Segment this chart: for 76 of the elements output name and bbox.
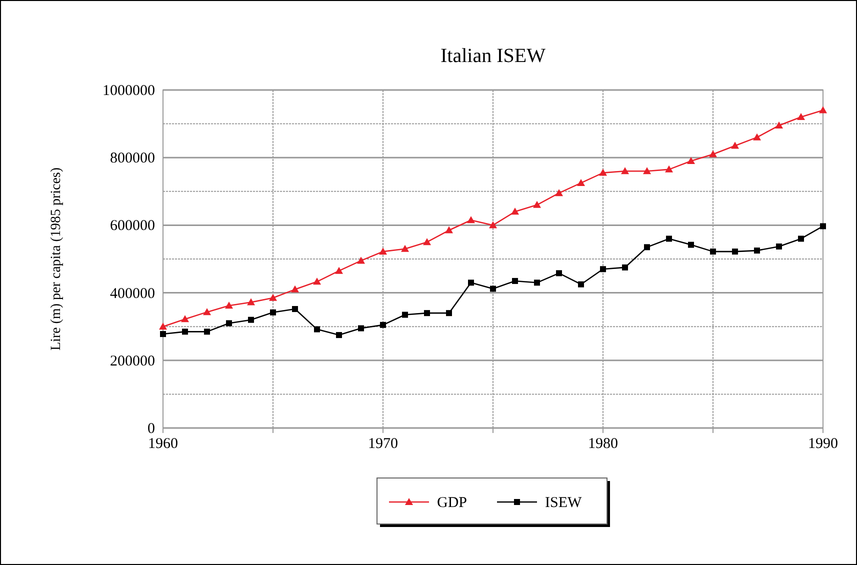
point: [336, 332, 342, 338]
point: [754, 248, 760, 254]
point: [313, 278, 321, 285]
point: [577, 178, 585, 186]
point: [291, 285, 299, 292]
point: [467, 216, 475, 224]
point: [688, 242, 694, 248]
point: [160, 331, 166, 338]
point: [423, 238, 431, 246]
point: [709, 150, 717, 158]
point: [401, 244, 409, 252]
point: [468, 280, 474, 286]
point: [247, 298, 255, 306]
point: [644, 244, 650, 250]
point: [775, 121, 783, 128]
point: [665, 165, 673, 172]
x-tick-label: 1990: [808, 436, 838, 452]
point: [490, 286, 496, 292]
point: [292, 306, 298, 312]
point: [512, 278, 518, 284]
x-tick-label: 1970: [368, 436, 398, 452]
point: [687, 156, 695, 164]
point: [489, 221, 497, 228]
point: [181, 315, 189, 322]
point: [358, 325, 364, 332]
legend-label: GDP: [437, 495, 468, 511]
x-tick-label: 1980: [588, 436, 618, 452]
y-tick-label: 600000: [110, 218, 155, 234]
x-tick-label: 1960: [148, 436, 178, 452]
point: [182, 328, 188, 335]
legend-label: ISEW: [545, 495, 582, 511]
y-tick-label: 200000: [110, 353, 155, 370]
y-tick-label: 800000: [110, 150, 155, 167]
point: [226, 320, 232, 326]
point: [578, 281, 584, 288]
y-axis-title: Lire (m) per capita (1985 prices): [49, 167, 64, 351]
point: [424, 310, 430, 316]
point: [643, 167, 651, 174]
point: [731, 142, 739, 149]
point: [600, 266, 606, 272]
y-tick-label: 400000: [110, 286, 155, 302]
point: [511, 208, 519, 215]
point: [621, 167, 629, 174]
point: [159, 322, 167, 330]
point: [819, 106, 827, 114]
point: [446, 310, 452, 316]
point: [314, 326, 320, 332]
chart-title: Italian ISEW: [440, 45, 546, 67]
point: [335, 266, 343, 274]
point: [402, 312, 408, 318]
point: [776, 243, 782, 250]
point: [269, 294, 277, 301]
point: [666, 236, 672, 242]
point: [380, 322, 386, 328]
point: [556, 270, 562, 276]
point: [820, 223, 826, 230]
point: [357, 256, 365, 264]
point: [379, 248, 387, 255]
point: [710, 248, 716, 255]
point: [248, 316, 254, 323]
point: [204, 328, 210, 335]
point: [534, 280, 540, 286]
point: [445, 226, 453, 234]
y-tick-label: 0: [148, 421, 155, 437]
point: [599, 168, 607, 176]
point: [798, 236, 804, 242]
point: [203, 308, 211, 316]
y-tick-label: 1000000: [102, 83, 155, 99]
point: [797, 113, 805, 120]
point: [732, 248, 738, 255]
point: [622, 264, 628, 270]
point: [533, 200, 541, 208]
point: [225, 302, 233, 309]
point: [270, 309, 276, 316]
point: [753, 133, 761, 140]
point: [555, 189, 563, 196]
